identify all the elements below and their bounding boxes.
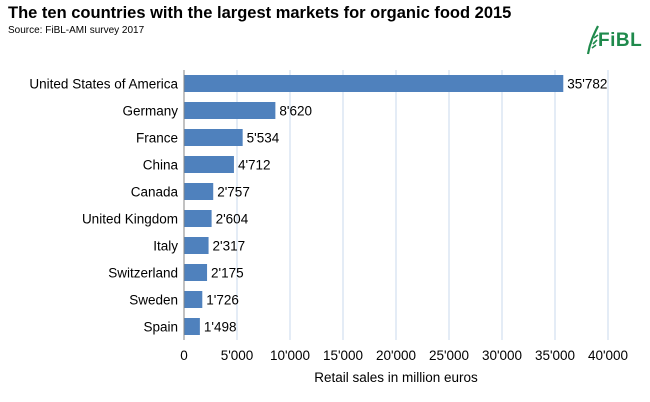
value-label: 2'757 [217,185,250,200]
bar [184,75,564,92]
bar [184,237,209,254]
value-label: 35'782 [567,77,607,92]
bar [184,183,214,200]
bars [184,75,564,335]
category-label: Canada [131,185,179,200]
value-label: 4'712 [238,158,271,173]
gridlines [236,70,609,340]
bar [184,318,200,335]
chart-title: The ten countries with the largest marke… [8,4,512,22]
bar [184,102,276,119]
value-label: 8'620 [279,104,312,119]
bar [184,291,203,308]
x-tick-label: 25'000 [429,348,469,363]
bar [184,264,208,281]
value-label: 2'175 [211,266,244,281]
x-axis-title: Retail sales in million euros [314,370,478,385]
x-tick-label: 5'000 [221,348,254,363]
value-label: 2'604 [216,212,249,227]
value-label: 1'498 [204,320,237,335]
x-tick-label: 20'000 [376,348,416,363]
x-tick-label: 15'000 [323,348,363,363]
bar [184,156,234,173]
category-label: United States of America [29,77,178,92]
category-label: Sweden [129,293,178,308]
logo-text: FiBL [598,30,643,51]
category-label: China [143,158,179,173]
value-labels: 35'782 8'620 5'534 4'712 2'757 2'604 2'317 2'17… [204,77,608,335]
x-tick-label: 30'000 [482,348,522,363]
fibl-logo-icon [586,25,599,55]
x-tick-label: 0 [180,348,188,363]
category-labels: United States of America Germany France Chi… [29,77,178,335]
value-label: 2'317 [213,239,246,254]
category-label: Italy [153,239,178,254]
category-label: Germany [122,104,178,119]
bar [184,129,243,146]
chart-subtitle: Source: FiBL-AMI survey 2017 [8,25,145,36]
bar [184,210,212,227]
x-tick-label: 10'000 [270,348,310,363]
category-label: France [136,131,178,146]
x-tick-labels: 0 5'000 10'000 15'000 20'000 25'000 30'000 35'0… [180,348,628,363]
category-label: Switzerland [108,266,178,281]
category-label: United Kingdom [82,212,178,227]
x-tick-label: 35'000 [535,348,575,363]
value-label: 1'726 [206,293,239,308]
x-tick-label: 40'000 [588,348,628,363]
value-label: 5'534 [247,131,280,146]
category-label: Spain [143,320,178,335]
